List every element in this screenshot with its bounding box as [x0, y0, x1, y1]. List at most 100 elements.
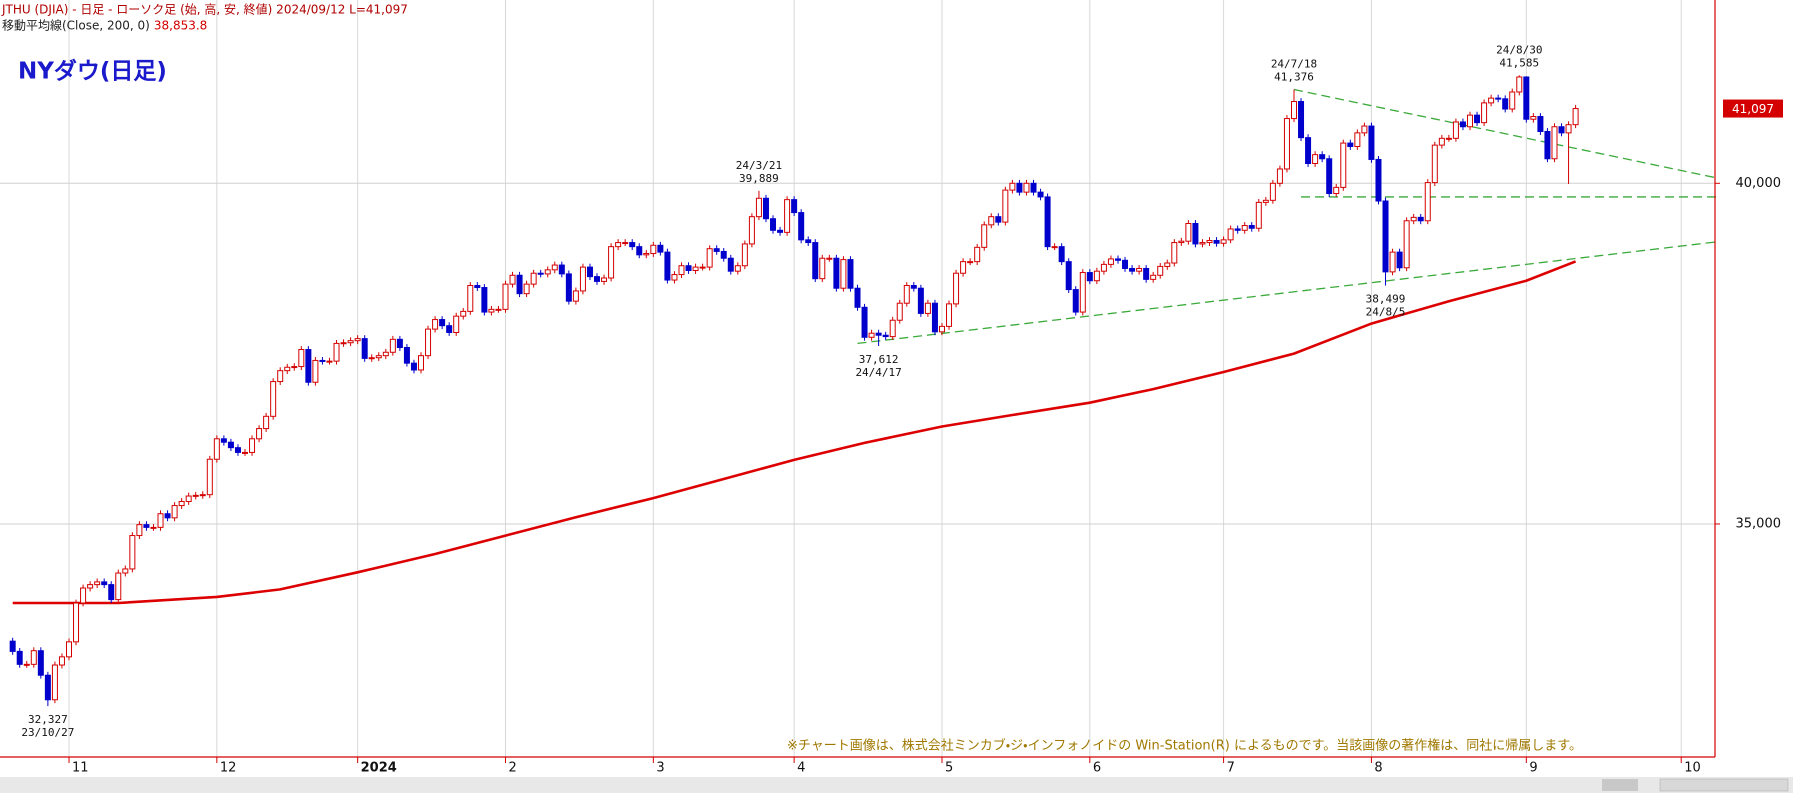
candle-body	[1220, 239, 1227, 244]
x-tick-label: 6	[1093, 761, 1101, 776]
candle-body	[1312, 154, 1319, 165]
candle-body	[544, 269, 551, 275]
candle-body	[903, 284, 910, 304]
candle-body	[368, 357, 375, 360]
annotation-value: 32,327	[28, 713, 68, 726]
candle-body	[58, 656, 65, 666]
candle-body	[636, 246, 643, 256]
candle-body	[601, 277, 608, 282]
candle-body	[199, 494, 206, 497]
candle-body	[572, 290, 579, 302]
candle-body	[643, 252, 650, 256]
candle-body	[354, 338, 361, 342]
candle-body	[516, 274, 523, 295]
candle-body	[960, 261, 967, 274]
candle-body	[671, 274, 678, 281]
candle-body	[946, 303, 953, 327]
candle-body	[1262, 199, 1269, 203]
x-tick-label: 10	[1684, 761, 1701, 776]
candle-body	[1375, 158, 1382, 202]
candle-body	[37, 650, 44, 676]
candle-body	[1495, 97, 1502, 100]
annotation-value: 38,499	[1366, 293, 1406, 306]
grid-layer	[0, 0, 1715, 763]
candle-body	[896, 302, 903, 321]
candle-body	[418, 355, 425, 371]
candle-body	[1157, 265, 1164, 276]
trendline	[1293, 88, 1717, 179]
annotation-value: 39,889	[739, 172, 779, 185]
candle-body	[1474, 114, 1481, 124]
candle-body	[178, 500, 185, 507]
candle-body	[1467, 114, 1473, 128]
candle-body	[770, 218, 777, 231]
candle-body	[333, 342, 340, 362]
candle-body	[347, 340, 354, 344]
candle-body	[1452, 121, 1459, 139]
candle-body	[1326, 158, 1333, 195]
candle-body	[826, 257, 833, 260]
candle-body	[1079, 272, 1086, 313]
candle-body	[410, 362, 417, 371]
candle-body	[586, 266, 593, 278]
scrollbar-track[interactable]	[0, 777, 1793, 793]
candle-body	[73, 602, 80, 643]
candle-body	[1107, 258, 1114, 265]
candle-body	[171, 505, 178, 519]
candle-body	[967, 261, 974, 264]
candle-body	[1488, 97, 1495, 104]
candle-body	[453, 315, 460, 334]
candle-body	[868, 332, 875, 338]
candle-body	[1164, 262, 1171, 267]
header: JTHU (DJIA) - 日足 - ローソク足 (始, 高, 安, 終値) 2…	[1, 2, 408, 17]
candle-body	[1354, 132, 1361, 147]
candle-body	[206, 458, 213, 496]
candle-body	[1417, 216, 1424, 222]
candle-body	[1283, 118, 1290, 170]
candle-body	[699, 266, 706, 269]
x-tick-label: 2	[508, 761, 516, 776]
candle-body	[1129, 267, 1136, 272]
candle-body	[1319, 154, 1326, 160]
candle-body	[875, 332, 882, 336]
candle-body	[1086, 272, 1093, 282]
x-tick-label: 3	[656, 761, 664, 776]
plot-layer	[9, 75, 1717, 707]
x-tick-label: 7	[1227, 761, 1235, 776]
candle-body	[777, 229, 784, 233]
candle-body	[319, 359, 326, 362]
candle-body	[889, 319, 896, 338]
candle-body	[558, 264, 565, 275]
annotation-date: 23/10/27	[21, 726, 74, 739]
scrollbar-thumb[interactable]	[1602, 779, 1638, 791]
zoom-controls[interactable]	[1659, 778, 1789, 792]
candle-body	[305, 349, 312, 383]
candle-body	[80, 587, 87, 604]
candle-body	[1333, 186, 1340, 195]
candle-body	[938, 325, 945, 333]
candle-body	[1185, 222, 1192, 242]
candle-body	[1269, 182, 1276, 201]
candle-body	[1438, 137, 1445, 146]
candle-body	[389, 338, 396, 353]
annotation-value: 41,376	[1274, 71, 1314, 84]
candle-body	[213, 438, 220, 460]
candle-body	[277, 370, 284, 383]
annotation-date: 24/8/5	[1366, 306, 1406, 319]
candle-body	[1445, 137, 1452, 140]
candle-body	[1171, 242, 1178, 264]
candle-body	[1565, 124, 1572, 134]
candle-body	[481, 287, 488, 313]
candle-body	[101, 581, 108, 586]
candle-body	[1361, 125, 1368, 134]
candle-body	[657, 244, 664, 253]
candle-body	[579, 266, 586, 292]
candle-body	[16, 650, 23, 665]
annotation-value: 41,585	[1499, 56, 1539, 69]
moving-average-line	[12, 260, 1577, 605]
candle-body	[23, 663, 30, 666]
candle-body	[270, 381, 277, 417]
trendline	[857, 241, 1717, 345]
candle-body	[1072, 289, 1079, 313]
